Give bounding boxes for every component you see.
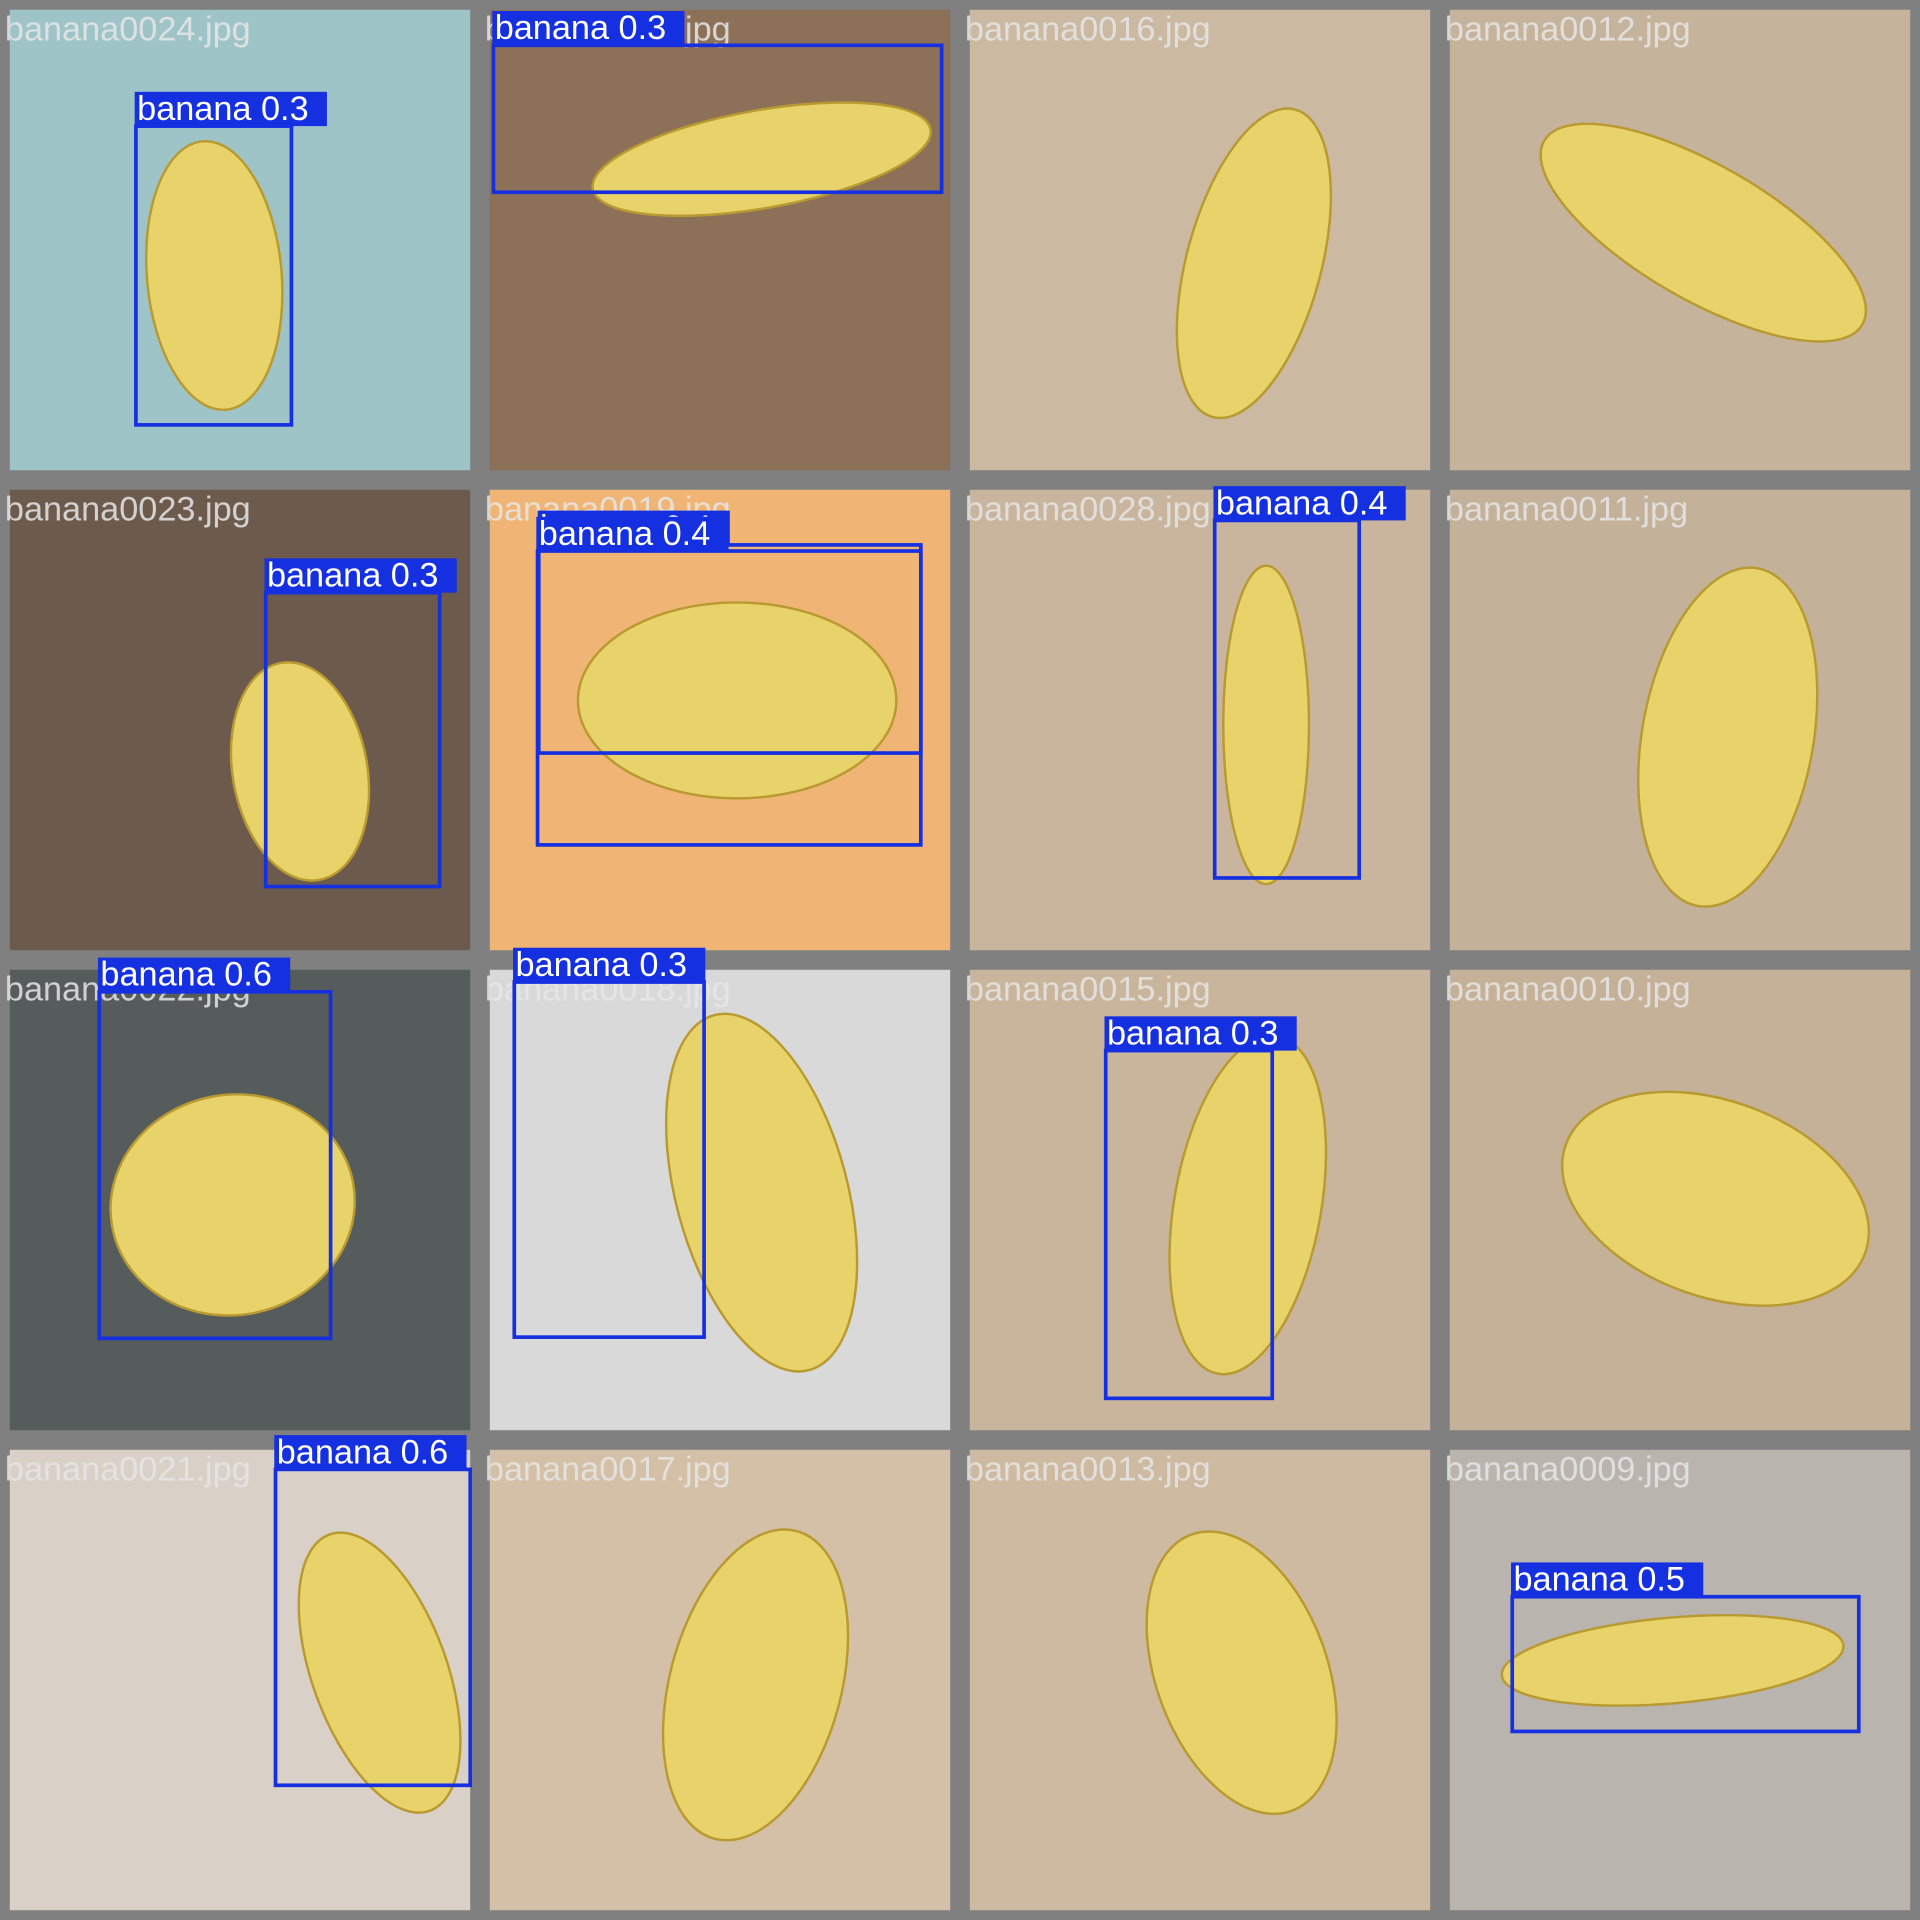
bounding-box: [535, 549, 923, 847]
filename: banana0011.jpg: [1445, 490, 1688, 528]
filename: banana0021.jpg: [5, 1450, 251, 1488]
tile: banana0016.jpg: [965, 9, 1431, 471]
bounding-box: [1103, 1048, 1275, 1401]
banana: [661, 1528, 850, 1842]
detection-label: banana 0.6: [100, 956, 272, 994]
detection-label: banana 0.4: [539, 515, 711, 553]
banana: [1560, 1090, 1871, 1307]
tile: banana0009.jpg banana 0.5: [1445, 1449, 1911, 1911]
label-background: [97, 957, 291, 992]
detection-label: banana 0.3: [1107, 1014, 1279, 1052]
filename: banana0013.jpg: [965, 1450, 1211, 1488]
label-background: [513, 947, 706, 983]
detection-label: banana 0.6: [277, 1433, 449, 1471]
tile: banana0012.jpg: [1445, 9, 1911, 471]
label-background: [264, 558, 457, 593]
banana: [591, 101, 932, 218]
detection-label: banana 0.5: [1513, 1561, 1685, 1599]
label-background: [134, 91, 327, 127]
filename: banana0028.jpg: [965, 490, 1211, 528]
tile: banana0023.jpg banana 0.3: [5, 489, 471, 951]
tile: banana0011.jpg: [1445, 489, 1911, 951]
detection-label: banana 0.4: [1216, 484, 1388, 522]
filename: banana0010.jpg: [1445, 970, 1691, 1008]
banana: [1175, 107, 1333, 420]
banana: [297, 1531, 462, 1814]
bounding-box: [491, 43, 944, 195]
tile: banana0010.jpg: [1445, 969, 1911, 1431]
filename: banana0023.jpg: [5, 490, 251, 528]
filename: banana0017.jpg: [485, 1450, 731, 1488]
label-background: [1213, 486, 1406, 521]
tile-image: [489, 9, 951, 471]
banana: [1222, 564, 1311, 886]
banana: [1500, 1613, 1845, 1707]
label-background: [536, 516, 729, 552]
tile-image: [969, 489, 1431, 951]
banana: [1145, 1530, 1338, 1816]
label-background: [1104, 1016, 1297, 1051]
banana: [576, 601, 898, 800]
filename: banana0016.jpg: [965, 10, 1211, 48]
filename: banana0012.jpg: [1445, 10, 1691, 48]
filename: banana0024.jpg: [5, 10, 251, 48]
filename: banana0009.jpg: [1445, 1450, 1691, 1488]
tile: banana0021.jpg banana 0.6: [5, 1433, 473, 1911]
detection-label: banana 0.3: [516, 946, 688, 984]
tile: banana0024.jpg banana 0.3: [5, 9, 471, 471]
filename: banana0015.jpg: [965, 970, 1211, 1008]
detection-label: banana 0.3: [267, 557, 439, 595]
tile: banana0013.jpg: [965, 1449, 1431, 1911]
tile: banana0028.jpg banana 0.4: [965, 484, 1431, 951]
detection-label: banana 0.3: [137, 90, 309, 128]
banana: [1637, 566, 1819, 908]
label-background: [492, 11, 685, 46]
tile: banana0017.jpg: [485, 1449, 951, 1911]
label-background: [274, 1435, 467, 1470]
banana: [1539, 122, 1868, 343]
banana: [664, 1012, 859, 1373]
label-background: [1511, 1562, 1704, 1597]
banana: [109, 1093, 356, 1317]
tile: banana0015.jpg banana 0.3: [965, 969, 1431, 1431]
banana: [144, 139, 284, 412]
detection-label: banana 0.3: [495, 9, 667, 47]
